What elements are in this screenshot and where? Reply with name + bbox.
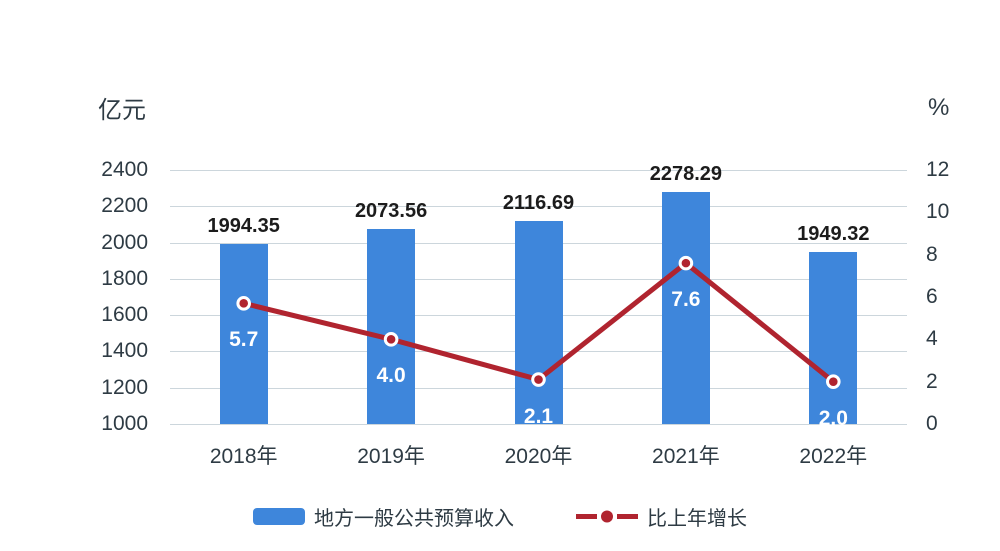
x-axis-label: 2021年 <box>652 445 720 468</box>
legend-label-line: 比上年增长 <box>647 508 747 530</box>
gridline <box>170 424 907 425</box>
legend-item-line: 比上年增长 <box>576 502 747 531</box>
right-tick-label: 12 <box>926 158 950 181</box>
bar <box>809 251 858 424</box>
right-tick-label: 6 <box>926 285 938 308</box>
bar <box>367 229 416 424</box>
left-tick-label: 1000 <box>101 412 148 435</box>
growth-line <box>243 259 835 384</box>
line-series <box>236 255 841 389</box>
line-point-label: 7.6 <box>671 288 701 312</box>
left-tick-label: 1400 <box>101 339 148 363</box>
plot-area: 5.7 4.0 2.1 7.6 2.0 1994.35 2073.56 2116.69 227… <box>170 163 907 430</box>
bar <box>219 243 268 424</box>
line-point-marker <box>236 296 251 311</box>
bar-value-label: 1994.35 <box>207 214 280 237</box>
left-tick-label: 2000 <box>101 230 148 254</box>
right-tick-label: 0 <box>926 412 938 435</box>
right-tick-label: 4 <box>926 327 938 351</box>
line-point-label: 4.0 <box>376 364 406 388</box>
bar-value-label: 2116.69 <box>502 192 575 215</box>
bar-value-label: 2073.56 <box>354 200 428 223</box>
left-axis-unit-label: 亿元 <box>98 97 146 124</box>
x-axis-label: 2022年 <box>799 445 868 468</box>
line-point-marker <box>383 332 399 347</box>
legend-label-bar: 地方一般公共预算收入 <box>314 508 514 530</box>
right-tick-label: 8 <box>926 242 938 266</box>
bar <box>514 221 563 424</box>
x-axis-label: 2019年 <box>357 445 425 468</box>
line-point-label: 2.1 <box>523 404 554 428</box>
line-point-marker <box>678 255 694 271</box>
line-point-label: 5.7 <box>229 328 259 352</box>
gridline <box>170 206 907 208</box>
legend-item-bar: 地方一般公共预算收入 <box>253 502 514 531</box>
bar-value-label: 1949.32 <box>797 222 870 245</box>
bar-value-label: 2278.29 <box>649 163 723 186</box>
legend: 地方一般公共预算收入 比上年增长 <box>0 502 1000 531</box>
x-axis-label: 2018年 <box>209 445 278 468</box>
bar <box>661 192 710 424</box>
left-tick-label: 1600 <box>101 303 148 327</box>
gridline <box>170 170 907 171</box>
bar-legend-swatch-icon <box>253 508 305 525</box>
left-tick-label: 1200 <box>101 375 148 399</box>
line-point-label: 2.0 <box>818 406 848 430</box>
left-tick-label: 1800 <box>101 266 148 290</box>
right-tick-label: 10 <box>926 200 950 224</box>
left-tick-label: 2200 <box>101 194 148 218</box>
line-legend-marker-icon <box>576 510 638 523</box>
right-axis-unit-label: % <box>928 94 950 121</box>
right-tick-label: 2 <box>926 369 938 393</box>
line-point-marker <box>826 374 841 389</box>
x-axis-label: 2020年 <box>504 445 573 468</box>
line-point-marker <box>531 372 546 387</box>
left-tick-label: 2400 <box>101 158 148 181</box>
